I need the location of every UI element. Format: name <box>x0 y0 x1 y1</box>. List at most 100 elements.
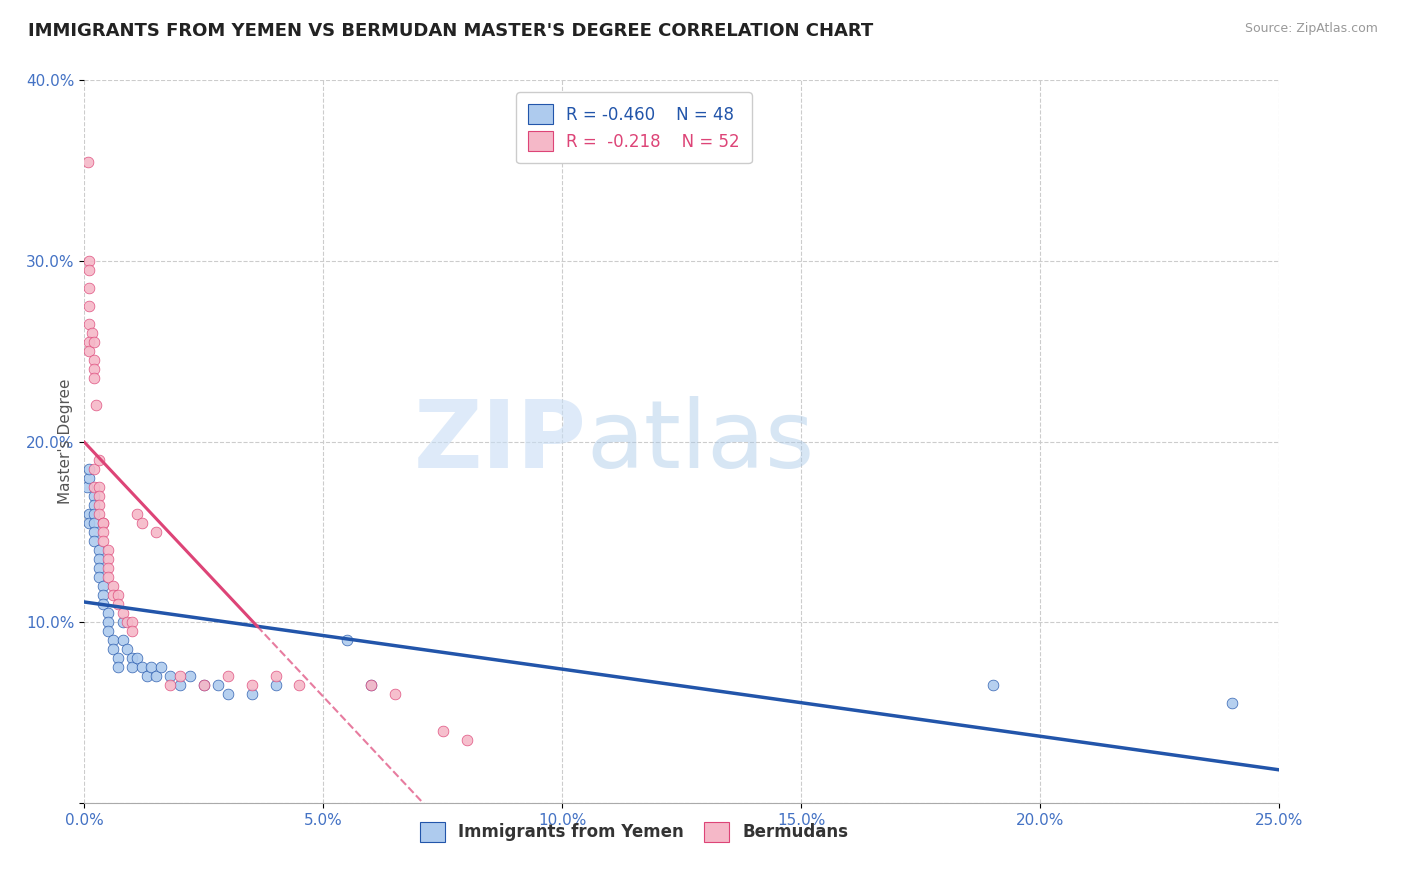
Point <box>83 533 105 548</box>
Point <box>240 687 263 701</box>
Point <box>83 353 105 368</box>
Point <box>87 507 110 521</box>
Point <box>97 552 120 566</box>
Point <box>264 678 287 692</box>
Point <box>111 633 134 648</box>
Point <box>217 669 239 683</box>
Point <box>107 660 129 674</box>
Point <box>77 507 100 521</box>
Point <box>83 524 105 539</box>
Point <box>87 552 110 566</box>
Point <box>83 335 105 350</box>
Point <box>77 154 100 169</box>
Point <box>83 516 105 530</box>
Point <box>83 507 105 521</box>
Point <box>87 498 110 512</box>
Point <box>97 606 120 620</box>
Point <box>125 507 148 521</box>
Point <box>193 678 215 692</box>
Point <box>93 533 115 548</box>
Point <box>125 651 148 665</box>
Point <box>77 254 100 268</box>
Point <box>159 678 181 692</box>
Point <box>264 669 287 683</box>
Point <box>93 579 115 593</box>
Point <box>101 579 124 593</box>
Point <box>141 660 163 674</box>
Text: atlas: atlas <box>586 395 814 488</box>
Point <box>121 624 143 639</box>
Point <box>159 669 181 683</box>
Point <box>240 678 263 692</box>
Point <box>101 588 124 602</box>
Point <box>111 615 134 630</box>
Text: IMMIGRANTS FROM YEMEN VS BERMUDAN MASTER'S DEGREE CORRELATION CHART: IMMIGRANTS FROM YEMEN VS BERMUDAN MASTER… <box>28 22 873 40</box>
Point <box>217 687 239 701</box>
Point <box>77 335 100 350</box>
Point <box>97 570 120 584</box>
Point <box>207 678 229 692</box>
Point <box>101 642 124 657</box>
Point <box>77 317 100 331</box>
Point <box>101 633 124 648</box>
Point <box>77 281 100 295</box>
Point <box>93 516 115 530</box>
Point <box>193 678 215 692</box>
Point <box>981 678 1004 692</box>
Point <box>169 669 191 683</box>
Point <box>77 299 100 313</box>
Point <box>169 678 191 692</box>
Point <box>93 597 115 611</box>
Point <box>87 452 110 467</box>
Point <box>360 678 382 692</box>
Point <box>117 615 139 630</box>
Y-axis label: Master's Degree: Master's Degree <box>58 379 73 504</box>
Point <box>87 480 110 494</box>
Point <box>93 524 115 539</box>
Point <box>121 660 143 674</box>
Point <box>83 480 105 494</box>
Point <box>87 570 110 584</box>
Point <box>83 498 105 512</box>
Point <box>77 263 100 277</box>
Point <box>83 371 105 385</box>
Point <box>107 597 129 611</box>
Point <box>83 489 105 503</box>
Point <box>336 633 359 648</box>
Point <box>83 362 105 376</box>
Point <box>87 489 110 503</box>
Point <box>288 678 311 692</box>
Point <box>97 615 120 630</box>
Point <box>456 732 478 747</box>
Point <box>432 723 454 738</box>
Point <box>97 542 120 557</box>
Point <box>107 588 129 602</box>
Point <box>87 542 110 557</box>
Point <box>179 669 201 683</box>
Point <box>121 615 143 630</box>
Point <box>121 651 143 665</box>
Point <box>111 606 134 620</box>
Text: Source: ZipAtlas.com: Source: ZipAtlas.com <box>1244 22 1378 36</box>
Point <box>384 687 406 701</box>
Point <box>145 669 167 683</box>
Point <box>117 642 139 657</box>
Point <box>131 516 153 530</box>
Text: ZIP: ZIP <box>413 395 586 488</box>
Point <box>93 588 115 602</box>
Point <box>76 55 98 70</box>
Point <box>97 624 120 639</box>
Point <box>145 524 167 539</box>
Point <box>83 461 105 475</box>
Point <box>76 480 98 494</box>
Point <box>93 516 115 530</box>
Point <box>80 326 103 340</box>
Point <box>1220 697 1243 711</box>
Legend: Immigrants from Yemen, Bermudans: Immigrants from Yemen, Bermudans <box>413 815 855 848</box>
Point <box>107 651 129 665</box>
Point <box>149 660 172 674</box>
Point <box>97 561 120 575</box>
Point <box>77 516 100 530</box>
Point <box>77 344 100 359</box>
Point <box>87 561 110 575</box>
